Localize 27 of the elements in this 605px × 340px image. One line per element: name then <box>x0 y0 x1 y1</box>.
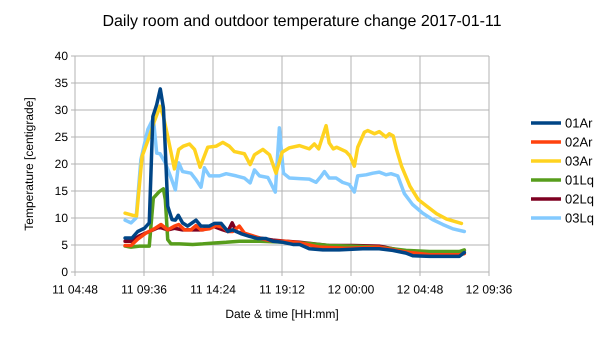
x-tick-label: 11 14:24 <box>190 282 236 296</box>
y-tick-label: 30 <box>54 102 68 117</box>
x-tick-label: 12 04:48 <box>396 282 444 296</box>
x-tick-label: 11 04:48 <box>52 282 98 296</box>
legend-label: 02Ar <box>565 134 594 150</box>
y-tick-label: 10 <box>54 210 68 225</box>
y-tick-label: 40 <box>54 48 68 63</box>
x-tick-label: 12 09:36 <box>466 282 513 296</box>
legend-label: 03Ar <box>565 154 594 168</box>
legend-label: 01Lq <box>565 172 594 188</box>
legend-label: 02Lq <box>565 192 594 206</box>
y-tick-label: 0 <box>61 264 68 279</box>
x-tick-label: 12 00:00 <box>328 282 375 296</box>
x-tick-label: 11 19:12 <box>259 282 306 296</box>
y-tick-label: 20 <box>54 156 68 171</box>
y-axis-title: Temperature [centigrade] <box>22 97 36 231</box>
x-axis-title: Date & time [HH:mm] <box>225 307 339 321</box>
chart-title: Daily room and outdoor temperature change 2017-01-11 <box>102 13 502 30</box>
line-series <box>123 87 466 258</box>
y-tick-label: 25 <box>54 130 68 144</box>
legend-label: 03Lq <box>565 210 594 226</box>
y-tick-label: 35 <box>54 76 68 90</box>
y-tick-label: 5 <box>61 238 68 252</box>
y-tick-label: 15 <box>54 184 68 198</box>
x-tick-label: 11 09:36 <box>121 282 168 296</box>
line-series <box>123 104 464 226</box>
legend-label: 01Ar <box>565 116 594 130</box>
